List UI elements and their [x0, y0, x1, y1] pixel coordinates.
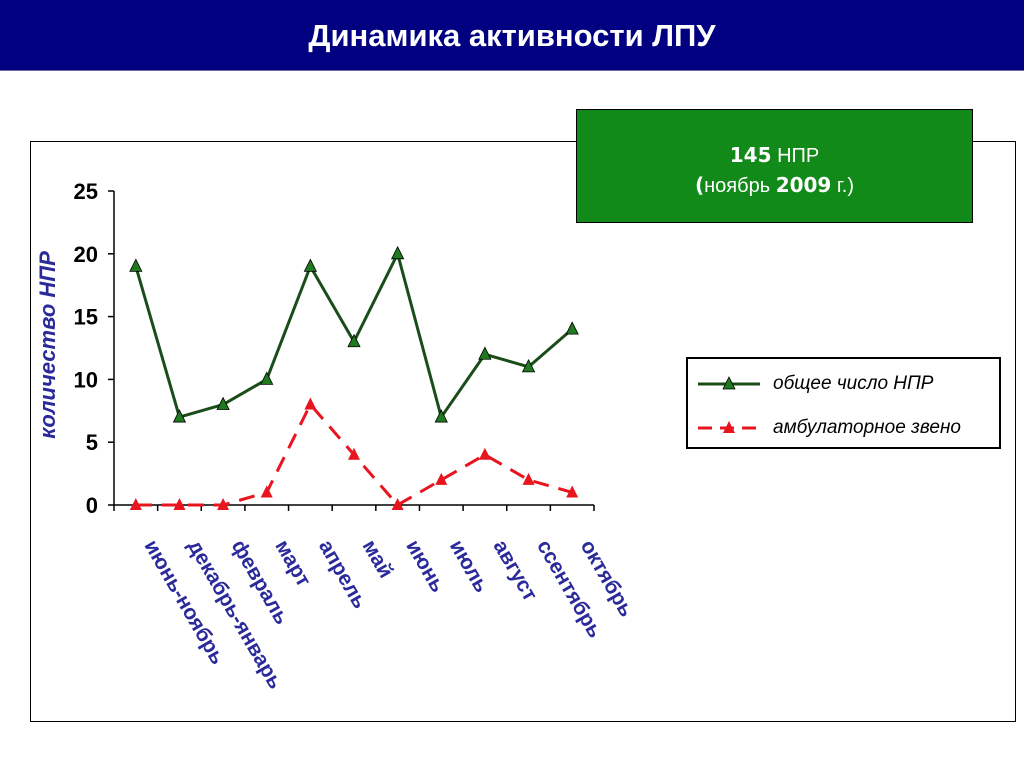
y-tick-label: 15: [74, 305, 98, 330]
series-1-point: [566, 485, 579, 498]
y-tick-label: 5: [86, 430, 98, 455]
info-count-line: 145 НПР: [577, 143, 972, 168]
legend-swatches: [698, 376, 760, 433]
series-0-point: [478, 346, 492, 360]
x-tick-label: июль: [445, 536, 493, 597]
legend-label-total: общее число НПР: [773, 373, 934, 394]
info-suffix: г.): [836, 175, 854, 197]
series-1-point: [348, 447, 360, 460]
y-tick-label: 25: [74, 179, 98, 204]
info-count: 145: [729, 143, 772, 167]
series-1-point: [217, 498, 230, 510]
info-open-paren: (: [694, 173, 705, 197]
series-1-point: [478, 447, 491, 460]
legend-marker-total: [722, 376, 736, 390]
series-0-point: [521, 358, 536, 373]
series-0-point: [172, 409, 187, 423]
y-tick-label: 10: [74, 367, 98, 392]
info-unit: НПР: [777, 145, 820, 167]
series-0-point: [129, 258, 143, 272]
info-year: 2009: [775, 173, 832, 197]
series-0-point: [216, 396, 230, 410]
info-box: 145 НПР (ноябрь 2009 г.): [576, 109, 973, 223]
legend-label-ambulatory: амбулаторное звено: [773, 417, 961, 438]
series-0-point: [347, 333, 361, 348]
y-tick-label: 20: [74, 242, 98, 267]
series-0-point: [390, 245, 405, 260]
info-date-line: (ноябрь 2009 г.): [577, 173, 972, 198]
legend: общее число НПР амбулаторное звено: [686, 357, 1001, 449]
series-1-point: [129, 498, 142, 510]
y-axis-title: количество НПР: [35, 251, 60, 439]
series-1-point: [173, 498, 186, 510]
series-0-point: [303, 258, 318, 272]
x-tick-label: июнь: [401, 536, 449, 596]
title-bar: Динамика активности ЛПУ: [0, 0, 1024, 71]
series-1-point: [304, 397, 317, 410]
info-month: ноябрь: [704, 175, 771, 197]
series-1-point: [260, 485, 273, 498]
legend-marker-ambulatory: [723, 421, 735, 433]
series-1-point: [435, 472, 448, 485]
series-1-point: [391, 498, 404, 510]
series-0-point: [260, 371, 274, 385]
series-0-point: [565, 321, 579, 335]
page-title: Динамика активности ЛПУ: [308, 18, 716, 53]
series-0-point: [434, 409, 448, 423]
series-1-point: [522, 472, 535, 485]
y-tick-label: 0: [86, 493, 98, 518]
x-tick-label: май: [358, 536, 398, 582]
x-tick-label: март: [270, 536, 315, 591]
